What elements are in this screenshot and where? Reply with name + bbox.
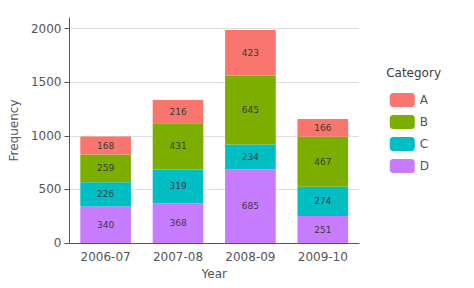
svg-text:Category: Category: [386, 66, 441, 80]
svg-text:2007-08: 2007-08: [153, 250, 203, 264]
svg-text:431: 431: [169, 141, 186, 151]
svg-text:2006-07: 2006-07: [81, 250, 131, 264]
svg-text:368: 368: [169, 218, 186, 228]
svg-text:685: 685: [242, 201, 259, 211]
svg-text:226: 226: [97, 189, 114, 199]
svg-text:B: B: [420, 115, 428, 129]
svg-text:467: 467: [314, 157, 331, 167]
svg-text:259: 259: [97, 163, 114, 173]
svg-text:319: 319: [169, 181, 186, 191]
svg-text:A: A: [420, 93, 429, 107]
svg-text:2000: 2000: [31, 22, 62, 36]
svg-text:500: 500: [39, 182, 62, 196]
svg-text:C: C: [420, 137, 428, 151]
svg-text:251: 251: [314, 225, 331, 235]
svg-text:Frequency: Frequency: [7, 100, 21, 162]
svg-text:234: 234: [242, 152, 259, 162]
svg-text:645: 645: [242, 105, 259, 115]
svg-text:340: 340: [97, 220, 114, 230]
svg-text:2009-10: 2009-10: [298, 250, 348, 264]
svg-text:0: 0: [54, 236, 62, 250]
svg-text:2008-09: 2008-09: [225, 250, 275, 264]
svg-text:168: 168: [97, 141, 114, 151]
svg-text:1000: 1000: [31, 129, 62, 143]
svg-text:216: 216: [169, 107, 186, 117]
svg-text:274: 274: [314, 196, 331, 206]
svg-text:166: 166: [314, 123, 331, 133]
svg-text:1500: 1500: [31, 75, 62, 89]
svg-text:423: 423: [242, 48, 259, 58]
svg-text:D: D: [420, 159, 429, 173]
svg-text:Year: Year: [201, 267, 227, 281]
